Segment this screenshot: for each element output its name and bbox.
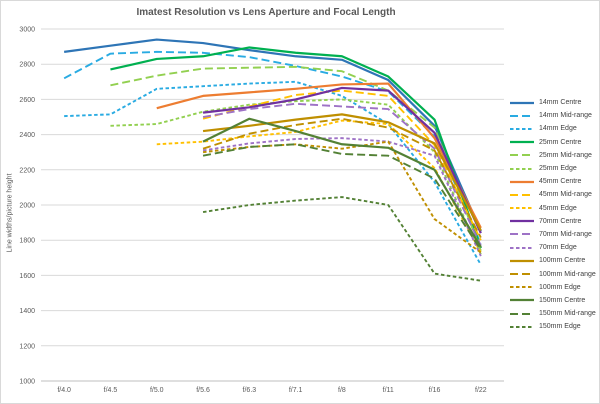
y-tick-label: 2800 [19,62,35,69]
legend-item: 14mm Edge [509,122,599,135]
legend-item: 150mm Edge [509,320,599,333]
legend-line-sample [510,286,534,289]
legend-item: 100mm Centre [509,254,599,267]
legend-label: 14mm Mid-range [539,112,592,120]
series-line-25mm-mid-range [110,65,482,252]
legend-label: 100mm Edge [539,283,581,291]
legend-line-sample [510,180,534,183]
x-tick-label: f/4.5 [104,387,118,394]
legend-label: 14mm Centre [539,99,582,107]
chart-title: Imatest Resolution vs Lens Aperture and … [136,7,396,18]
series-line-100mm-mid-range [202,117,482,239]
y-tick-label: 2200 [19,167,35,174]
series-line-14mm-centre [64,38,482,232]
series-line-45mm-mid-range [202,89,482,241]
legend-line-sample [510,246,534,249]
legend-label: 25mm Mid-range [539,151,592,159]
y-tick-label: 1000 [19,379,35,386]
legend-line-sample [510,207,534,210]
legend-label: 25mm Centre [539,138,582,146]
legend-item: 25mm Mid-range [509,149,599,162]
legend-line-sample [510,259,534,262]
legend-item: 14mm Centre [509,96,599,109]
legend-label: 150mm Edge [539,323,581,331]
legend-label: 100mm Mid-range [539,270,596,278]
series-line-45mm-edge [156,119,482,253]
x-tick-label: f/4.0 [57,387,71,394]
x-tick-label: f/22 [475,387,487,394]
legend-item: 70mm Mid-range [509,228,599,241]
legend-label: 25mm Edge [539,165,577,173]
legend-label: 14mm Edge [539,125,577,133]
x-tick-label: f/6.3 [243,387,257,394]
legend-label: 45mm Edge [539,204,577,212]
y-tick-label: 1600 [19,273,35,280]
x-tick-label: f/5.6 [196,387,210,394]
legend-line-sample [510,273,534,275]
legend-item: 70mm Edge [509,241,599,254]
x-tick-label: f/5.0 [150,387,164,394]
y-tick-label: 1800 [19,238,35,245]
legend-label: 100mm Centre [539,257,586,265]
series-line-25mm-edge [110,98,482,255]
legend-item: 25mm Edge [509,162,599,175]
x-tick-label: f/8 [338,387,346,394]
legend-line-sample [510,299,534,302]
y-tick-label: 1400 [19,308,35,315]
series-line-70mm-edge [202,137,482,257]
legend-line-sample [510,167,534,170]
legend-item: 70mm Centre [509,215,599,228]
legend-item: 100mm Mid-range [509,267,599,280]
legend-label: 45mm Mid-range [539,191,592,199]
y-tick-label: 2600 [19,97,35,104]
legend-line-sample [510,325,534,328]
series-line-70mm-centre [202,86,482,234]
legend-label: 70mm Edge [539,244,577,252]
legend-line-sample [510,233,534,236]
series-line-70mm-mid-range [202,102,482,246]
legend-item: 45mm Centre [509,175,599,188]
legend-label: 70mm Centre [539,217,582,225]
series-line-150mm-edge [202,196,481,282]
y-tick-label: 2400 [19,132,35,139]
legend-line-sample [510,114,534,117]
series-line-25mm-centre [110,46,482,249]
legend-line-sample [510,141,534,144]
y-tick-label: 1200 [19,343,35,350]
x-tick-label: f/16 [429,387,441,394]
legend-item: 45mm Edge [509,202,599,215]
legend-label: 70mm Mid-range [539,230,592,238]
legend-line-sample [510,312,534,315]
x-tick-label: f/7.1 [289,387,303,394]
series-line-14mm-mid-range [63,50,482,245]
legend-line-sample [510,154,534,157]
legend-label: 150mm Centre [539,296,586,304]
y-tick-label: 3000 [19,27,35,34]
legend: 14mm Centre 14mm Mid-range 14mm Edge 25mm C… [509,96,599,333]
x-tick-label: f/11 [383,387,394,394]
legend-line-sample [510,220,534,223]
legend-item: 45mm Mid-range [509,188,599,201]
legend-item: 25mm Centre [509,136,599,149]
legend-item: 150mm Mid-range [509,307,599,320]
legend-item: 14mm Mid-range [509,109,599,122]
legend-item: 100mm Edge [509,281,599,294]
legend-line-sample [510,128,534,130]
series-line-45mm-centre [156,82,482,229]
series-line-14mm-edge [64,80,482,266]
legend-item: 150mm Centre [509,294,599,307]
series-line-100mm-centre [202,113,482,232]
legend-label: 150mm Mid-range [539,310,596,318]
legend-label: 45mm Centre [539,178,582,186]
legend-line-sample [510,101,534,104]
series-line-100mm-edge [202,140,482,254]
legend-line-sample [510,193,534,196]
y-tick-label: 2000 [19,203,35,210]
series-line-150mm-centre [202,117,482,248]
